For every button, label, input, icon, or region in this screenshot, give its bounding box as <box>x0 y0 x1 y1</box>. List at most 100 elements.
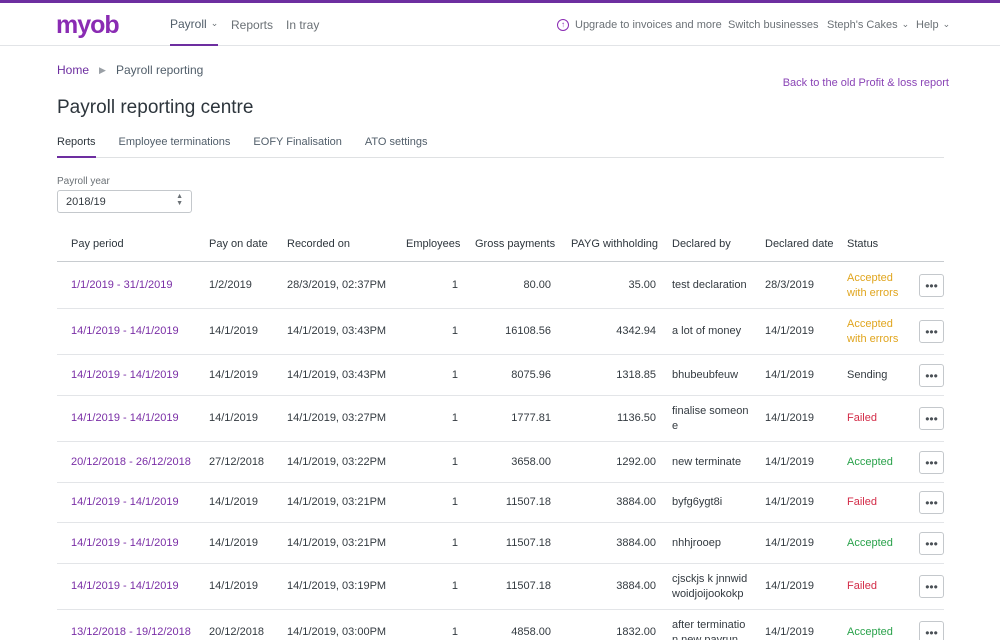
chevron-down-icon: ⌄ <box>210 18 219 28</box>
pay-period-link[interactable]: 20/12/2018 - 26/12/2018 <box>71 456 191 468</box>
payg-withholding: 1136.50 <box>617 412 656 424</box>
tab-reports[interactable]: Reports <box>57 127 96 158</box>
recorded-on: 28/3/2019, 02:37PM <box>287 279 387 291</box>
payg-withholding: 35.00 <box>628 279 656 291</box>
row-actions-button[interactable]: ••• <box>919 491 944 514</box>
myob-logo[interactable]: myob <box>56 11 120 39</box>
chevron-down-icon: ⌄ <box>901 19 910 29</box>
tab-employee-terminations[interactable]: Employee terminations <box>118 136 231 148</box>
nav-reports[interactable]: Reports <box>231 3 273 46</box>
pay-period-link[interactable]: 14/1/2019 - 14/1/2019 <box>71 496 179 508</box>
payroll-reports-table: Pay period Pay on date Recorded on Emplo… <box>57 225 944 640</box>
help-menu[interactable]: Help ⌄ <box>916 3 950 46</box>
header-gross-payments[interactable]: Gross payments <box>475 238 556 250</box>
declared-by-line: byfg6ygt8i <box>672 496 723 508</box>
row-actions-button[interactable]: ••• <box>919 364 944 387</box>
pay-period-link[interactable]: 14/1/2019 - 14/1/2019 <box>71 580 179 592</box>
declared-by-line: test declaration <box>672 279 747 291</box>
nav-payroll[interactable]: Payroll ⌄ <box>170 3 219 46</box>
business-name: Steph's Cakes <box>827 18 898 31</box>
gross-payments: 11507.18 <box>505 537 551 549</box>
header-pay-period[interactable]: Pay period <box>71 238 124 250</box>
recorded-on: 14/1/2019, 03:21PM <box>287 496 387 508</box>
pay-period-link[interactable]: 14/1/2019 - 14/1/2019 <box>71 412 179 424</box>
breadcrumb: Home ▶ Payroll reporting <box>57 63 203 77</box>
pay-on-date: 14/1/2019 <box>209 369 258 381</box>
status-line: Accepted <box>847 318 893 330</box>
recorded-on: 14/1/2019, 03:43PM <box>287 325 387 337</box>
header-payg-withholding[interactable]: PAYG withholding <box>571 238 659 250</box>
status-line: Accepted <box>847 272 893 284</box>
business-menu[interactable]: Steph's Cakes ⌄ <box>827 3 909 46</box>
declared-by-line: nhhjrooep <box>672 537 721 549</box>
table-row: 14/1/2019 - 14/1/2019 14/1/2019 14/1/2019,… <box>57 564 944 610</box>
tab-eofy-finalisation[interactable]: EOFY Finalisation <box>253 136 342 148</box>
breadcrumb-home-link[interactable]: Home <box>57 63 90 77</box>
row-actions-button[interactable]: ••• <box>919 407 944 430</box>
table-header-row: Pay period Pay on date Recorded on Emplo… <box>57 225 944 262</box>
payg-withholding: 3884.00 <box>616 537 656 549</box>
pay-period-link[interactable]: 14/1/2019 - 14/1/2019 <box>71 369 179 381</box>
header-pay-on-date[interactable]: Pay on date <box>209 238 268 250</box>
header-recorded-on[interactable]: Recorded on <box>287 238 350 250</box>
arrow-up-circle-icon: ↑ <box>557 18 569 31</box>
nav-reports-label: Reports <box>231 17 274 32</box>
declared-date: 14/1/2019 <box>765 496 814 508</box>
employees-count: 1 <box>451 456 458 468</box>
declared-date: 14/1/2019 <box>765 537 814 549</box>
back-to-old-report-link[interactable]: Back to the old Profit & loss report <box>782 77 949 89</box>
nav-payroll-label: Payroll <box>170 16 207 31</box>
employees-count: 1 <box>451 580 458 592</box>
ellipsis-icon: ••• <box>925 625 938 640</box>
row-actions-button[interactable]: ••• <box>919 274 944 297</box>
header-declared-date[interactable]: Declared date <box>765 238 834 250</box>
declared-by-line: woidjoijookokp <box>672 588 744 600</box>
gross-payments: 11507.18 <box>505 580 551 592</box>
payg-withholding: 1832.00 <box>616 626 656 638</box>
declared-date: 14/1/2019 <box>765 325 814 337</box>
row-actions-button[interactable]: ••• <box>919 621 944 640</box>
nav-in-tray[interactable]: In tray <box>286 3 319 46</box>
pay-period-link[interactable]: 13/12/2018 - 19/12/2018 <box>71 626 191 638</box>
tab-ato-settings[interactable]: ATO settings <box>364 136 428 148</box>
nav-in-tray-label: In tray <box>286 17 320 32</box>
declared-date: 14/1/2019 <box>765 412 814 424</box>
header-employees[interactable]: Employees <box>406 238 461 250</box>
pay-period-link[interactable]: 1/1/2019 - 31/1/2019 <box>71 279 173 291</box>
recorded-on: 14/1/2019, 03:00PM <box>287 626 387 638</box>
status-badge: Accepted <box>847 536 893 551</box>
status-line: Failed <box>847 412 877 424</box>
declared-by-line: n new payrun <box>672 634 739 640</box>
declared-by-line: e <box>672 420 679 432</box>
declared-by: nhhjrooep <box>672 536 721 551</box>
switch-businesses-link[interactable]: Switch businesses <box>728 3 819 46</box>
upgrade-link[interactable]: ↑ Upgrade to invoices and more <box>557 3 722 46</box>
status-line: Sending <box>847 369 888 381</box>
payg-withholding: 3884.00 <box>616 580 656 592</box>
pay-on-date: 20/12/2018 <box>209 626 265 638</box>
status-line: Accepted <box>847 456 893 468</box>
employees-count: 1 <box>451 412 458 424</box>
switch-businesses-label: Switch businesses <box>728 18 819 31</box>
pay-period-link[interactable]: 14/1/2019 - 14/1/2019 <box>71 537 179 549</box>
gross-payments: 80.00 <box>523 279 551 291</box>
declared-by-line: after terminatio <box>672 619 746 631</box>
row-actions-button[interactable]: ••• <box>919 451 944 474</box>
row-actions-button[interactable]: ••• <box>919 320 944 343</box>
status-line: Failed <box>847 496 877 508</box>
payroll-year-select[interactable]: 2018/19 ▲ ▼ <box>57 190 192 213</box>
ellipsis-icon: ••• <box>925 368 938 383</box>
header-status[interactable]: Status <box>847 238 879 250</box>
page-title: Payroll reporting centre <box>57 97 254 118</box>
table-row: 14/1/2019 - 14/1/2019 14/1/2019 14/1/2019,… <box>57 396 944 442</box>
declared-by: test declaration <box>672 278 747 293</box>
employees-count: 1 <box>451 496 458 508</box>
declared-by-line: a lot of money <box>672 325 742 337</box>
row-actions-button[interactable]: ••• <box>919 575 944 598</box>
pay-period-link[interactable]: 14/1/2019 - 14/1/2019 <box>71 325 179 337</box>
ellipsis-icon: ••• <box>925 455 938 470</box>
header-declared-by[interactable]: Declared by <box>672 238 731 250</box>
pay-on-date: 14/1/2019 <box>209 496 258 508</box>
payg-withholding: 3884.00 <box>616 496 656 508</box>
row-actions-button[interactable]: ••• <box>919 532 944 555</box>
